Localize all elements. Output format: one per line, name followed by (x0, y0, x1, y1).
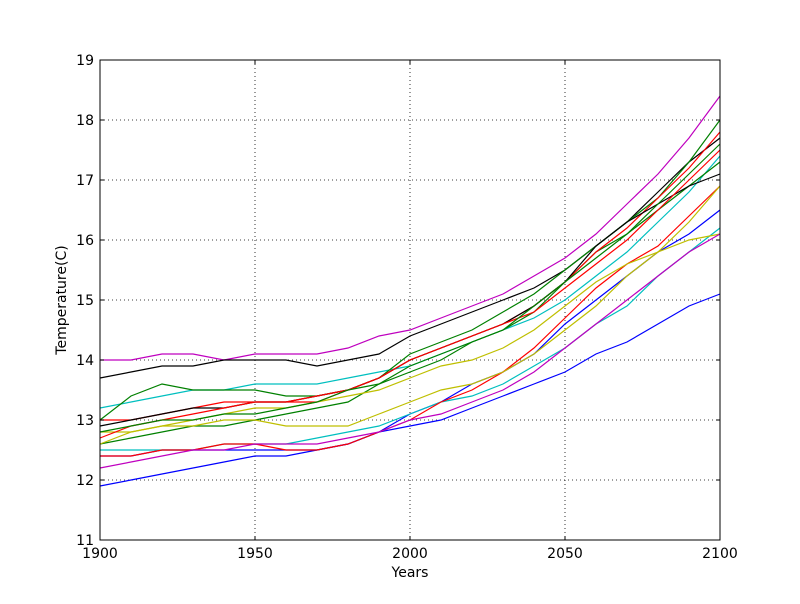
y-tick-label: 12 (76, 473, 94, 489)
series-line-5 (99, 155, 721, 409)
x-tick-label: 1900 (82, 546, 118, 562)
ticks: 1900 1950 2000 2050 2100 11 12 13 14 15 16 17 18 19 (76, 53, 738, 562)
y-tick-label: 15 (76, 293, 94, 309)
y-tick-label: 17 (76, 173, 94, 189)
x-tick-label: 1950 (237, 546, 273, 562)
y-tick-label: 16 (76, 233, 94, 249)
x-axis-label: Years (391, 565, 429, 581)
series-lines (99, 95, 721, 487)
x-tick-label: 2100 (702, 546, 738, 562)
x-tick-label: 2050 (547, 546, 583, 562)
series-line-11 (100, 185, 721, 433)
series-line-16 (99, 143, 721, 433)
y-tick-label: 19 (76, 53, 94, 69)
y-tick-label: 13 (76, 413, 94, 429)
series-line-1 (100, 95, 721, 361)
x-tick-label: 2000 (392, 546, 428, 562)
y-tick-label: 14 (76, 353, 94, 369)
y-tick-label: 11 (76, 533, 94, 549)
series-line-13 (99, 233, 721, 469)
series-line-3 (99, 293, 721, 487)
series-line-15 (99, 149, 721, 439)
y-axis-label: Temperature(C) (54, 245, 70, 355)
y-tick-label: 18 (76, 113, 94, 129)
series-line-8 (99, 161, 721, 445)
